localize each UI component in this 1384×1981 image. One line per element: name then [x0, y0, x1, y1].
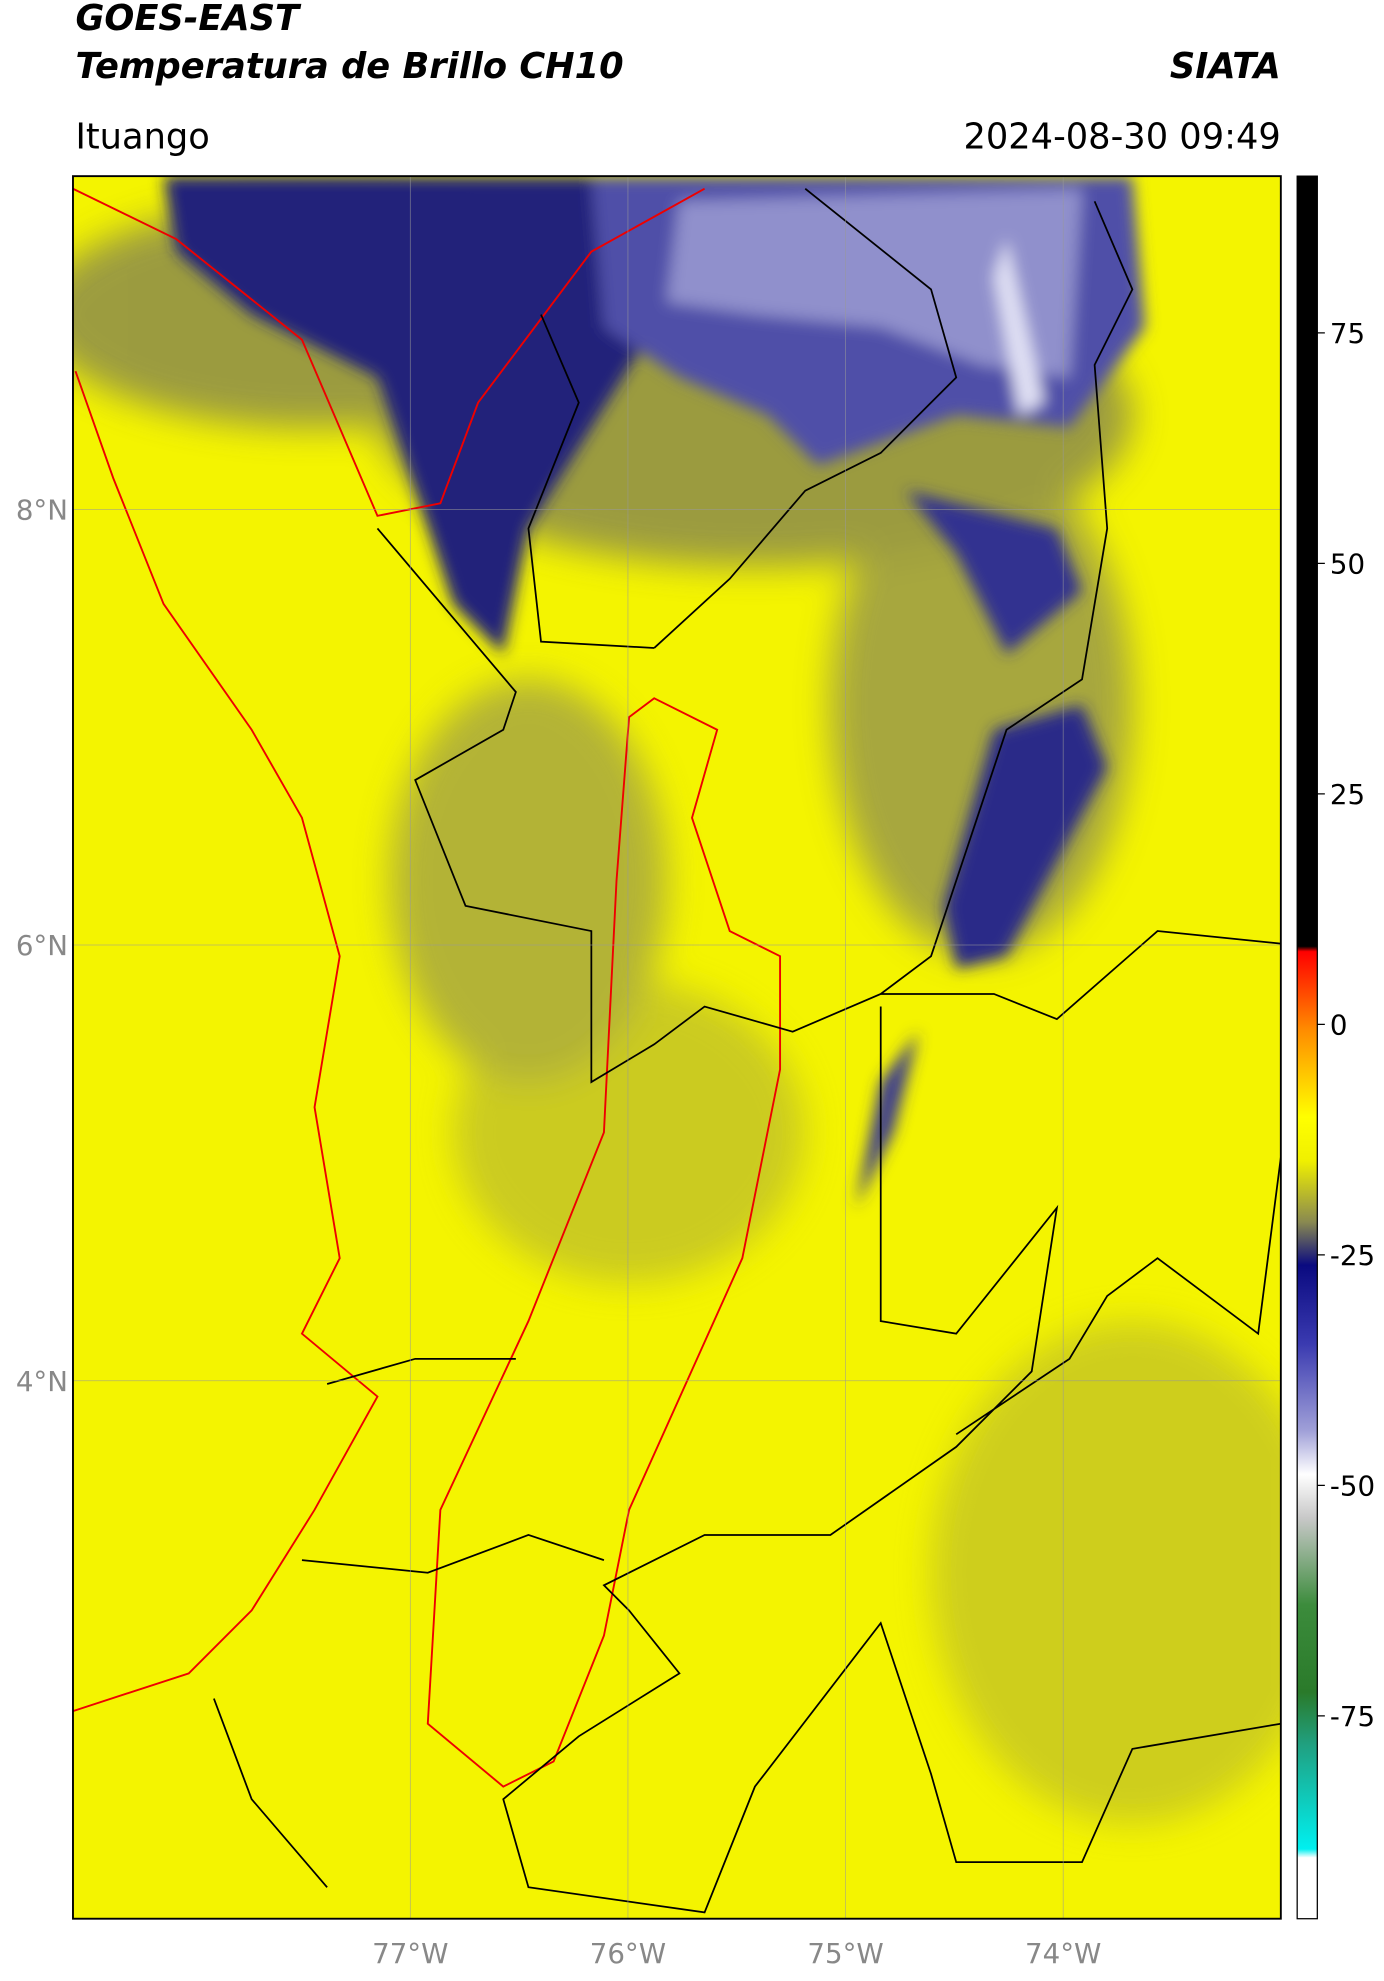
colorbar-tick-label: 0 [1330, 1008, 1348, 1041]
y-tick-label: 4°N [16, 1365, 68, 1398]
y-tick-label: 6°N [16, 929, 68, 962]
datetime: 2024-08-30 09:49 [963, 116, 1280, 157]
x-tick-label: 77°W [372, 1937, 448, 1970]
colorbar-tick-label: 50 [1330, 547, 1365, 580]
subtitle: Temperatura de Brillo CH10 [75, 46, 623, 87]
colorbar-tick-label: -50 [1330, 1469, 1375, 1502]
colorbar-tick-label: -25 [1330, 1239, 1375, 1272]
colorbar-ticks: 75 50 25 0 -25 -50 -75 [1317, 317, 1375, 1733]
x-tick-label: 75°W [807, 1937, 883, 1970]
x-tick-label: 76°W [590, 1937, 666, 1970]
map-field [72, 176, 1281, 1919]
location: Ituango [75, 116, 209, 157]
agency: SIATA [1170, 46, 1281, 87]
map-frame [72, 175, 1282, 1920]
y-tick-label: 8°N [16, 493, 68, 526]
colorbar-tick-label: 75 [1330, 317, 1365, 350]
colorbar-tick-label: 25 [1330, 778, 1365, 811]
x-tick-label: 74°W [1025, 1937, 1101, 1970]
colorbar [1296, 175, 1318, 1920]
title: GOES-EAST [75, 0, 302, 39]
grid [72, 176, 1281, 1919]
colorbar-tick-label: -75 [1330, 1700, 1375, 1733]
